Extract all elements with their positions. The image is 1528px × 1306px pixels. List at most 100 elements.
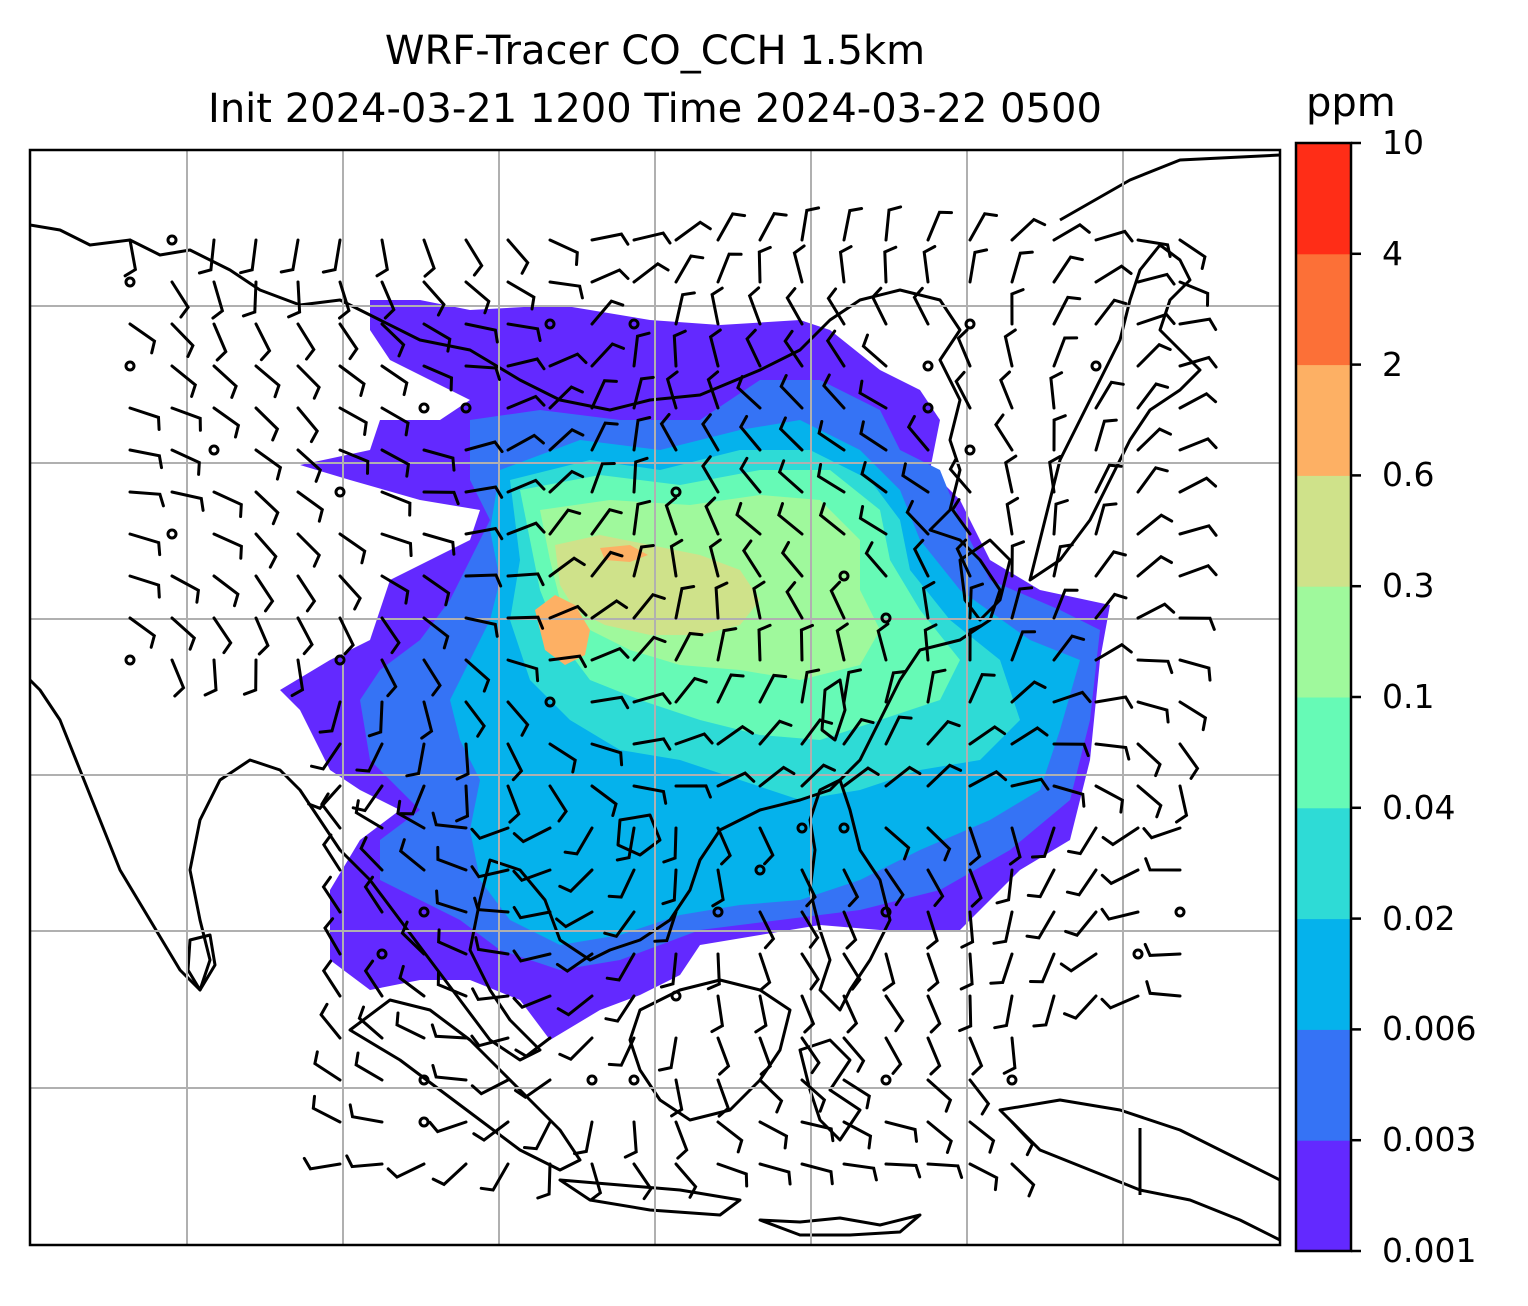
wind-barb [311,1094,342,1124]
wind-barb [664,496,678,536]
colorbar-unit: ppm [1306,80,1396,126]
wind-barb [1178,391,1218,410]
wind-barb [512,994,552,1009]
wind-barb [800,994,816,1034]
wind-barb [1049,371,1064,410]
wind-barb [428,1120,468,1134]
wind-barb [674,254,705,284]
wind-barb [506,700,530,737]
wind-barb [1178,616,1216,631]
wind-barb [506,280,536,311]
wind-barb [338,406,368,436]
wind-barb [431,1162,468,1187]
wind-barb [1178,317,1218,331]
coastline-lesser-sunda [758,1213,922,1237]
colorbar-tick-label: 2 [1382,344,1403,384]
wind-barb [838,245,853,284]
wind-barb [212,490,243,518]
wind-barb [672,329,687,368]
wind-barb [1010,680,1047,704]
wind-barb [968,868,983,908]
wind-barb [512,868,552,883]
wind-barb [1004,454,1018,494]
wind-barb [506,322,542,342]
wind-barb [736,375,762,410]
wind-barb [1178,742,1200,780]
wind-barb [842,766,880,788]
wind-barb [422,364,454,392]
colorbar-swatch [1296,475,1351,587]
wind-barb [777,502,804,536]
calm-wind-marker [418,1116,430,1128]
wind-barb [1052,543,1074,578]
wind-barb [464,658,491,693]
wind-barb [993,994,1014,1030]
wind-barb [573,1120,594,1156]
wind-barb [758,1120,789,1150]
wind-barb [321,833,342,872]
colorbar-tick-label: 0.02 [1382,898,1456,938]
colorbar [1294,141,1361,1253]
wind-barb [1136,342,1172,368]
wind-barb [960,910,975,949]
wind-barb [1178,280,1210,307]
wind-barb [464,485,504,499]
calm-wind-marker [628,1074,640,1086]
wind-barb [884,715,913,746]
wind-barb [296,448,323,483]
wind-barb [632,331,651,368]
wind-barb [816,463,846,494]
wind-barb [884,670,907,704]
wind-barb [241,280,258,318]
colorbar-tick-label: 0.3 [1382,566,1435,606]
wind-barb [464,526,504,541]
wind-barb [1003,328,1017,368]
wind-barb [800,206,821,242]
wind-barb [514,1036,552,1059]
wind-barb [1136,513,1174,536]
wind-barb [604,994,636,1023]
wind-barb [555,910,594,929]
calm-wind-marker [964,318,976,330]
wind-barb [307,784,342,811]
wind-barb [422,574,451,607]
wind-barb [674,220,712,242]
wind-barb [884,1120,918,1143]
wind-barb [523,1120,552,1151]
wind-barb [548,556,586,578]
wind-barb [464,616,499,638]
coastline-sulawesi [798,1038,862,1142]
wind-barb [752,580,766,620]
wind-barb [464,280,491,315]
wind-barb [674,631,704,662]
tracer-field [280,300,1110,1040]
wind-barb [128,490,165,508]
colorbar-tick-label: 0.001 [1382,1231,1477,1270]
coastline-sakhalin [1059,153,1280,222]
wind-barb [884,826,911,861]
wind-barb [632,592,666,620]
wind-barb [1032,994,1056,1028]
wind-barb [603,910,636,939]
wind-barb [1026,868,1056,899]
wind-barb [674,784,712,799]
wind-barb [817,420,846,452]
wind-barb [701,455,720,494]
wind-barb [380,406,410,437]
wind-barb [968,769,1008,788]
wind-barb [716,627,738,662]
wind-barb [1052,222,1091,242]
wind-barb [842,1036,866,1073]
wind-barb [632,635,667,662]
wind-barb [912,538,930,578]
wind-barb [279,238,300,274]
wind-barb [716,771,756,788]
wind-barb [1094,742,1131,761]
wind-barb [912,286,930,326]
wind-barb [474,936,510,956]
wind-barb [590,342,625,368]
wind-barb [590,550,624,578]
wind-barb [338,574,362,611]
calm-wind-marker [334,654,346,666]
